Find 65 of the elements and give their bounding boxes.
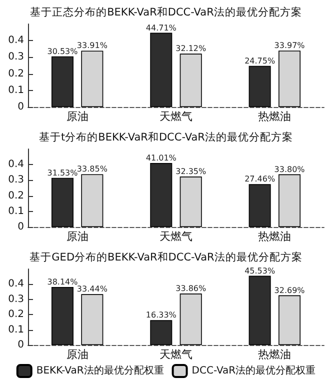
bar [248, 184, 271, 227]
y-tick-label: 0.4 [8, 278, 24, 290]
data-label: 33.44% [76, 284, 108, 294]
x-tick-label: 天燃气 [160, 348, 192, 361]
bar [81, 174, 104, 227]
y-tick-label: 0.3 [8, 52, 24, 63]
data-label: 31.53% [47, 168, 78, 178]
y-tick-label: 0.1 [8, 206, 24, 217]
data-label: 33.97% [274, 41, 306, 50]
bar [51, 178, 74, 227]
y-tick-label: 0 [18, 340, 24, 350]
y-tick-label: 0 [18, 222, 24, 232]
x-tick-label: 原油 [66, 110, 88, 123]
bar [81, 50, 104, 107]
y-tick-label: 0.2 [8, 309, 24, 320]
x-tick-label: 热燃油 [258, 348, 292, 361]
data-label: 41.01% [146, 154, 177, 163]
data-label: 32.35% [176, 167, 206, 176]
y-tick-label: 0.3 [8, 174, 24, 186]
y-tick-label: 0 [18, 102, 24, 112]
x-tick-label: 热燃油 [258, 110, 292, 123]
data-label: 32.12% [176, 44, 206, 54]
bar [180, 54, 202, 107]
bar [248, 276, 271, 345]
bar [278, 50, 301, 107]
bar [278, 174, 301, 227]
bar [150, 163, 172, 227]
data-label: 33.86% [176, 284, 206, 294]
data-label: 33.80% [274, 164, 306, 174]
x-tick-label: 原油 [66, 230, 88, 243]
chart-title: 基于正态分布的BEKK-VaR和DCC-VaR法的最优分配方案 [30, 6, 302, 18]
data-label: 16.33% [146, 310, 177, 320]
y-tick-label: 0.2 [8, 190, 24, 202]
chart-title: 基于GED分布的BEKK-VaR和DCC-VaR法的最优分配方案 [30, 250, 302, 264]
x-tick-label: 热燃油 [258, 230, 292, 243]
y-tick-label: 0.2 [8, 68, 24, 80]
x-tick-label: 天燃气 [160, 110, 192, 123]
bar [150, 320, 172, 345]
bar [248, 66, 271, 107]
bar [51, 287, 74, 345]
y-tick-label: 0.1 [8, 84, 24, 96]
data-label: 45.53% [244, 266, 276, 276]
data-label: 27.46% [244, 174, 276, 184]
bar [180, 176, 202, 227]
chart-title: 基于t分布的BEKK-VaR和DCC-VaR法的最优分配方案 [39, 130, 293, 144]
data-label: 32.69% [274, 286, 306, 295]
x-tick-label: 原油 [66, 348, 88, 361]
legend-label: BEKK-VaR法的最优分配权重 [36, 364, 164, 376]
bar [180, 294, 202, 345]
bar [51, 56, 74, 107]
y-tick-label: 0.1 [8, 324, 24, 336]
data-label: 38.14% [47, 278, 78, 287]
bar [81, 294, 104, 345]
y-tick-label: 0.3 [8, 294, 24, 305]
y-tick-label: 0.4 [8, 35, 24, 46]
x-tick-label: 天燃气 [160, 230, 192, 243]
data-label: 33.85% [76, 164, 108, 174]
bar [278, 295, 301, 345]
bar [150, 32, 172, 107]
data-label: 30.53% [47, 46, 78, 56]
y-tick-label: 0.4 [8, 159, 24, 170]
data-label: 24.75% [244, 56, 276, 66]
data-label: 44.71% [146, 23, 177, 32]
legend-label: DCC-VaR法的最优分配权重 [192, 364, 316, 376]
data-label: 33.91% [76, 41, 108, 50]
